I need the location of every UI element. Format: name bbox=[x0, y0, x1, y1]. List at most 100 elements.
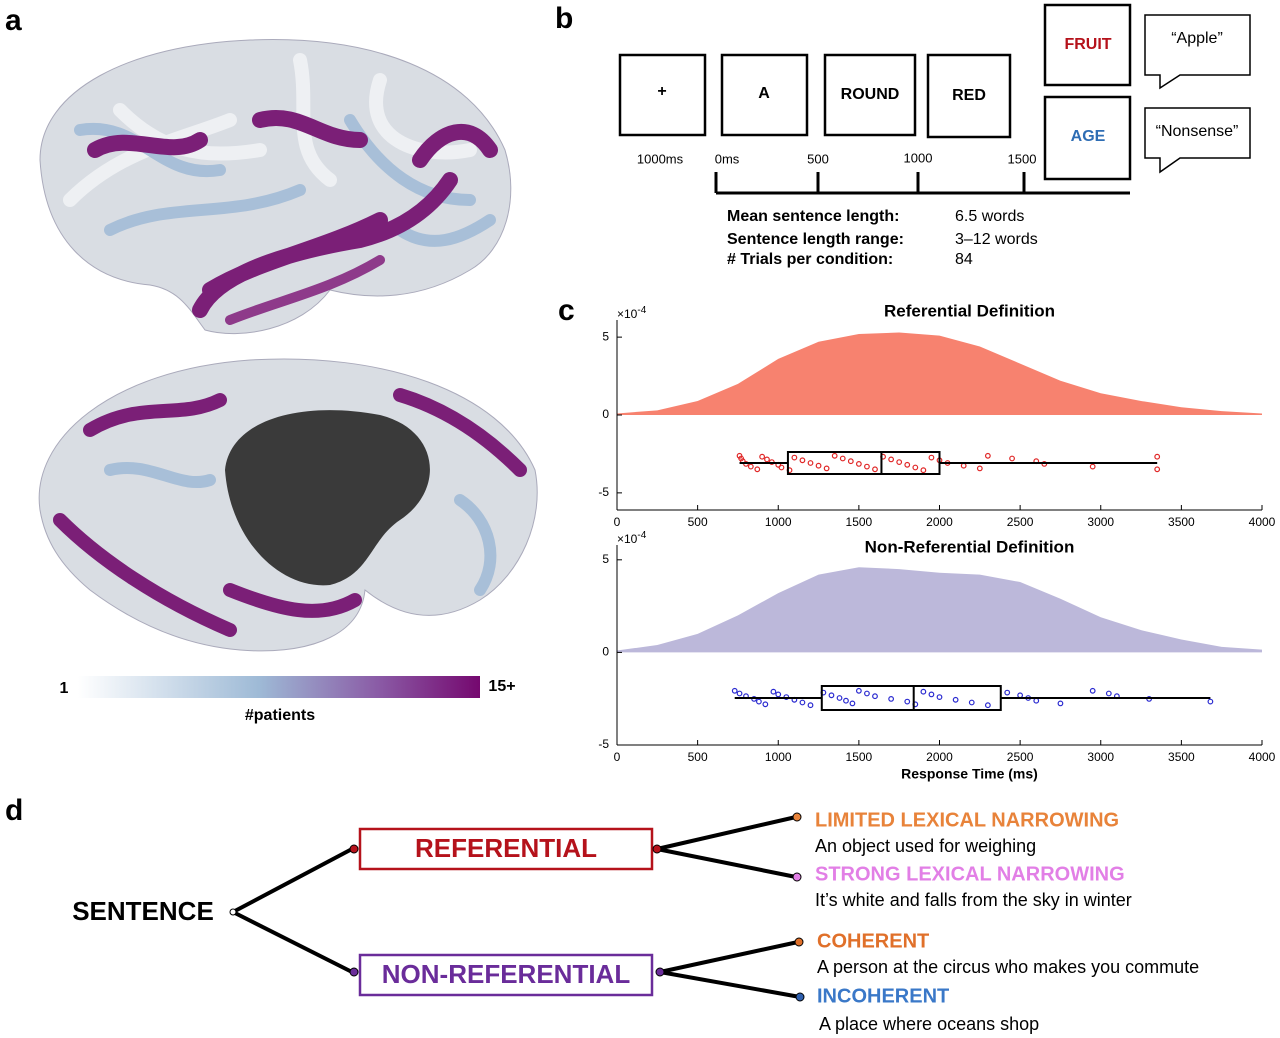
tree-dots bbox=[229, 812, 805, 1002]
data-point bbox=[984, 452, 991, 459]
node-box bbox=[358, 953, 654, 997]
colorbar-label: #patients bbox=[245, 707, 315, 724]
x-tick-label: 500 bbox=[688, 750, 708, 764]
x-tick-label: 1000 bbox=[765, 515, 792, 529]
chart-title: Referential Definition bbox=[884, 301, 1055, 320]
data-point bbox=[984, 702, 991, 709]
data-point bbox=[799, 457, 806, 464]
y-tick-label: 0 bbox=[602, 407, 609, 421]
exponent-power: -4 bbox=[637, 305, 646, 316]
data-point bbox=[831, 452, 838, 459]
data-point bbox=[855, 461, 862, 467]
data-point bbox=[1154, 453, 1161, 460]
exponent-base: ×10 bbox=[617, 532, 638, 546]
stat-label: Sentence length range: bbox=[727, 231, 904, 248]
data-point bbox=[872, 693, 878, 700]
tree-example: An object used for weighing bbox=[815, 836, 1036, 856]
data-point bbox=[815, 462, 822, 469]
data-point bbox=[1105, 690, 1112, 697]
data-point bbox=[823, 465, 830, 472]
tree-node: REFERENTIAL bbox=[415, 833, 597, 863]
data-point bbox=[1057, 700, 1064, 707]
data-point bbox=[855, 687, 862, 694]
tree-edges bbox=[232, 815, 801, 999]
x-tick-label: 1500 bbox=[846, 515, 873, 529]
x-tick-label: 2500 bbox=[1007, 515, 1034, 529]
data-point bbox=[731, 687, 738, 694]
y-tick-label: 5 bbox=[602, 552, 609, 566]
probe: AGE bbox=[1071, 128, 1106, 145]
x-tick-label: 3000 bbox=[1087, 750, 1114, 764]
colorbar bbox=[78, 676, 480, 698]
data-point bbox=[1207, 698, 1214, 705]
y-tick-label: 5 bbox=[602, 329, 609, 343]
box bbox=[820, 685, 1002, 711]
x-tick-label: 3500 bbox=[1168, 750, 1195, 764]
data-point bbox=[920, 688, 927, 695]
box bbox=[786, 451, 941, 475]
data-point bbox=[864, 690, 870, 697]
brain-lateral bbox=[39, 39, 512, 335]
data-point bbox=[778, 464, 785, 471]
data-point bbox=[1004, 689, 1011, 696]
data-point bbox=[904, 461, 911, 468]
x-tick-label: 2000 bbox=[926, 515, 953, 529]
y-tick-label: 0 bbox=[602, 645, 609, 659]
data-point bbox=[976, 465, 983, 472]
data-point bbox=[843, 697, 849, 704]
x-tick-label: 3000 bbox=[1087, 515, 1114, 529]
x-tick-label: 0 bbox=[614, 515, 621, 529]
data-point bbox=[756, 698, 762, 705]
x-tick-label: 0 bbox=[614, 750, 621, 764]
x-tick-label: 4000 bbox=[1249, 750, 1276, 764]
time-label: 500 bbox=[807, 151, 829, 166]
colorbar-max: 15+ bbox=[488, 678, 515, 695]
frame-text: ROUND bbox=[841, 86, 900, 103]
response: “Apple” bbox=[1171, 30, 1223, 47]
time-label: 1500 bbox=[1008, 151, 1037, 166]
data-point bbox=[936, 694, 943, 700]
data-point bbox=[849, 700, 856, 707]
data-point bbox=[968, 699, 975, 706]
data-point bbox=[960, 462, 967, 469]
chart-title: Non-Referential Definition bbox=[865, 537, 1075, 556]
data-point bbox=[864, 463, 870, 470]
colorbar-min: 1 bbox=[60, 680, 69, 697]
data-point bbox=[847, 458, 854, 465]
data-point bbox=[836, 695, 843, 701]
response: “Nonsense” bbox=[1156, 123, 1239, 140]
data-point bbox=[1089, 687, 1096, 694]
time-label: 1000 bbox=[904, 150, 933, 165]
data-point bbox=[828, 692, 835, 699]
stat-value: 6.5 words bbox=[955, 208, 1024, 225]
x-tick-label: 2500 bbox=[1007, 750, 1034, 764]
y-tick-label: -5 bbox=[598, 737, 609, 751]
stat-value: 84 bbox=[955, 251, 973, 268]
exponent-power: -4 bbox=[637, 530, 646, 541]
data-point bbox=[736, 690, 743, 697]
tree-leaf: LIMITED LEXICAL NARROWING bbox=[815, 809, 1119, 831]
x-tick-label: 1000 bbox=[765, 750, 792, 764]
data-point bbox=[754, 466, 761, 473]
data-point bbox=[904, 698, 911, 705]
data-point bbox=[770, 688, 777, 695]
data-point bbox=[920, 467, 927, 474]
stat-label: Mean sentence length: bbox=[727, 208, 899, 225]
data-point bbox=[764, 456, 770, 463]
x-tick-label: 3500 bbox=[1168, 515, 1195, 529]
tree-example: It’s white and falls from the sky in win… bbox=[815, 890, 1132, 910]
stat-value: 3–12 words bbox=[955, 231, 1038, 248]
x-tick-label: 4000 bbox=[1249, 515, 1276, 529]
tree-node: NON-REFERENTIAL bbox=[382, 959, 631, 989]
tree-example: A place where oceans shop bbox=[819, 1014, 1039, 1034]
data-point bbox=[912, 464, 919, 471]
frame-text: RED bbox=[952, 87, 986, 104]
panel-letter: b bbox=[555, 2, 573, 35]
tree-root: SENTENCE bbox=[72, 896, 214, 926]
data-point bbox=[775, 691, 782, 698]
brain-medial bbox=[38, 358, 538, 652]
tree-leaf: STRONG LEXICAL NARROWING bbox=[815, 863, 1125, 885]
x-tick-label: 1500 bbox=[846, 750, 873, 764]
axis-exponent: ×10-4 bbox=[617, 530, 647, 547]
